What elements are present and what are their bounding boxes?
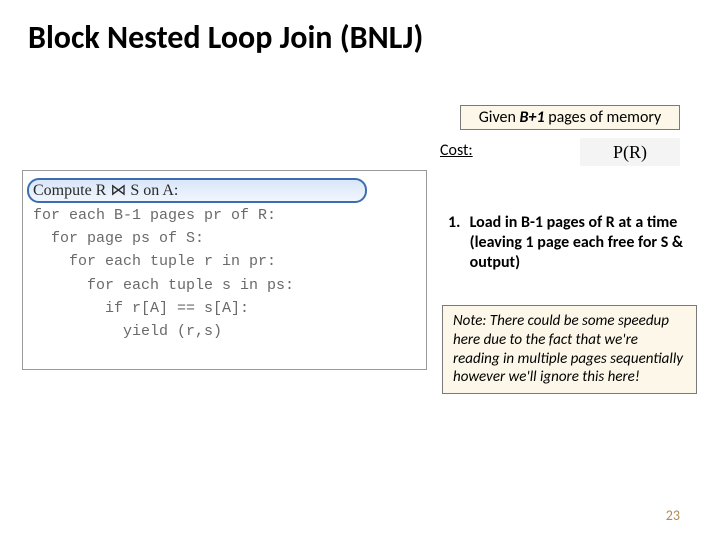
given-bplus: B+1 <box>520 108 545 127</box>
code-line-5: if r[A] == s[A]: <box>33 297 416 320</box>
page-number: 23 <box>666 507 680 524</box>
given-memory-box: Given B+1 pages of memory <box>460 105 680 130</box>
given-prefix: Given <box>479 108 520 127</box>
slide-title: Block Nested Loop Join (BNLJ) <box>28 18 423 57</box>
step-1-number: 1. <box>448 213 466 233</box>
step-1-body: Load in B-1 pages of R at a time (leavin… <box>470 213 695 273</box>
cost-label: Cost: <box>440 141 473 160</box>
given-suffix: pages of memory <box>545 108 662 127</box>
note-box: Note: There could be some speedup here d… <box>442 305 697 394</box>
pseudocode-box: Compute R ⋈ S on A: for each B-1 pages p… <box>22 170 427 370</box>
step-1-text: 1. Load in B-1 pages of R at a time (lea… <box>448 213 698 273</box>
compute-text: Compute R ⋈ S on A: <box>33 182 178 199</box>
code-line-2: for page ps of S: <box>33 227 416 250</box>
cost-formula-pr: P(R) <box>580 138 680 166</box>
code-line-6: yield (r,s) <box>33 320 416 343</box>
code-line-4: for each tuple s in ps: <box>33 274 416 297</box>
compute-line: Compute R ⋈ S on A: <box>33 179 178 204</box>
code-line-3: for each tuple r in pr: <box>33 250 416 273</box>
code-line-1: for each B-1 pages pr of R: <box>33 204 416 227</box>
